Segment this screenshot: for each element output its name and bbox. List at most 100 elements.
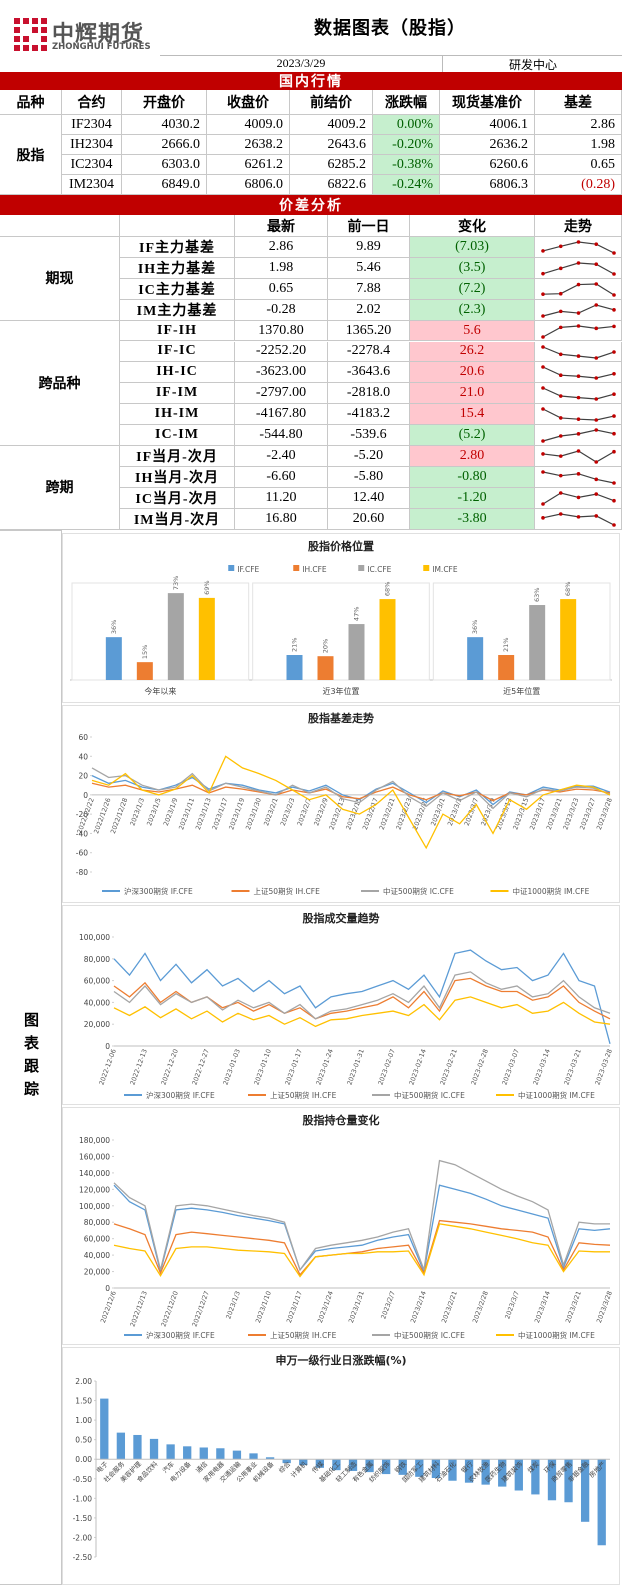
sparkline-point [558, 291, 563, 296]
chart-frame [62, 1107, 620, 1345]
y-tick-label: 20,000 [84, 1268, 110, 1277]
y-tick-label: -40 [76, 829, 88, 838]
table-cell: (0.28) [535, 175, 622, 195]
legend-label: 中证500期货 IC.CFE [383, 886, 454, 896]
chart-title: 股指成交量趋势 [303, 911, 380, 925]
bar [332, 1459, 341, 1471]
sparkline-point [541, 334, 545, 339]
table-cell: 2643.6 [290, 135, 373, 155]
spread-name: IH-IM [120, 404, 235, 426]
logo-subtext: ZHONGHUI FUTURES [52, 42, 151, 52]
row-group: 跨期 [0, 446, 120, 530]
group-frame [252, 582, 430, 681]
series-line [113, 1223, 610, 1278]
bar [232, 1450, 242, 1460]
series-line [113, 949, 611, 1044]
chart-frame [62, 905, 620, 1105]
spread-name: IH主力基差 [120, 257, 235, 279]
y-tick-label: -20 [76, 810, 88, 819]
sparkline-point [612, 349, 616, 354]
sparkline-point [541, 386, 545, 391]
legend-label: 中证500期货 IC.CFE [394, 1090, 465, 1100]
sparkline-point [576, 353, 581, 358]
bar [348, 1459, 358, 1471]
table-cell: 1.98 [535, 135, 622, 155]
trend-cell [535, 237, 622, 258]
sparkline-point [612, 498, 616, 503]
bar [315, 1459, 324, 1468]
sparkline [541, 470, 616, 485]
legend-label: 中证1000期货 IM.CFE [513, 886, 590, 896]
latest: 1370.80 [235, 320, 328, 342]
sparkline-point [558, 490, 563, 495]
table-cell: 6261.2 [207, 155, 290, 175]
sparkline-point [541, 407, 545, 411]
legend-swatch [423, 565, 430, 571]
y-tick-label: 20 [78, 772, 88, 781]
legend-label: IF.CFE [237, 565, 259, 574]
latest: 0.65 [235, 278, 328, 300]
value-label: 36% [110, 620, 118, 634]
legend-label: 上证50期货 IH.CFE [254, 886, 321, 896]
sparkline-point [594, 302, 599, 307]
sparkline-point [558, 373, 563, 378]
bar [498, 1459, 507, 1487]
y-tick-label: 60 [78, 733, 88, 742]
spread-name: IH-IC [120, 362, 235, 384]
y-tick-label: 1.50 [75, 1397, 92, 1406]
sparkline-point [541, 501, 545, 506]
trend-cell [535, 383, 622, 405]
department: 研发中心 [442, 56, 623, 73]
value-label: 69% [203, 580, 211, 594]
y-tick-label: 160,000 [79, 1152, 110, 1161]
y-tick-label: 0 [105, 1042, 110, 1051]
bar [317, 656, 334, 680]
table-cell: 6806.3 [440, 175, 535, 195]
latest: -2252.20 [235, 341, 328, 363]
previous: 5.46 [328, 257, 410, 279]
legend-label: IM.CFE [432, 565, 458, 574]
sparkline [541, 240, 616, 255]
sparkline [541, 261, 616, 276]
sparkline-point [576, 417, 581, 422]
sparkline-point [558, 473, 563, 478]
latest: 16.80 [235, 508, 328, 530]
chart-title: 股指价格位置 [308, 539, 374, 553]
legend-label: 沪深300期货 IF.CFE [124, 886, 193, 896]
latest: -4167.80 [235, 404, 328, 426]
sparkline-point [541, 365, 545, 370]
y-tick-label: 40,000 [84, 1251, 110, 1260]
previous: 7.88 [328, 278, 410, 300]
table-cell: 6806.0 [207, 175, 290, 195]
spread-name: IC-IM [120, 425, 235, 446]
bar [564, 1459, 573, 1503]
sparkline-point [612, 414, 616, 419]
value-label: 21% [291, 638, 299, 652]
bar [348, 624, 365, 680]
bar [286, 655, 303, 680]
y-tick-label: 60,000 [84, 977, 110, 986]
series-line [113, 1219, 611, 1276]
previous: 12.40 [328, 487, 410, 509]
bar [531, 1459, 540, 1495]
change: 5.6 [410, 320, 535, 342]
table-cell: 6260.6 [440, 155, 535, 175]
sparkline-point [558, 244, 563, 249]
column-header: 开盘价 [122, 90, 207, 115]
trend-cell [535, 278, 622, 300]
bar [379, 599, 396, 680]
sparkline [541, 323, 616, 339]
y-tick-label: -60 [76, 849, 88, 858]
x-tick-label: 近3年位置 [322, 686, 359, 696]
table-cell: 6285.2 [290, 155, 373, 175]
y-tick-label: 1.00 [75, 1416, 92, 1425]
y-tick-label: 80,000 [84, 955, 110, 964]
column-header: 前一日 [328, 215, 410, 237]
value-label: 21% [502, 638, 510, 652]
sparkline-point [558, 394, 563, 399]
sparkline-point [612, 292, 616, 297]
chart-frame [62, 705, 620, 903]
sparkline [541, 302, 616, 318]
sparkline [541, 449, 616, 464]
